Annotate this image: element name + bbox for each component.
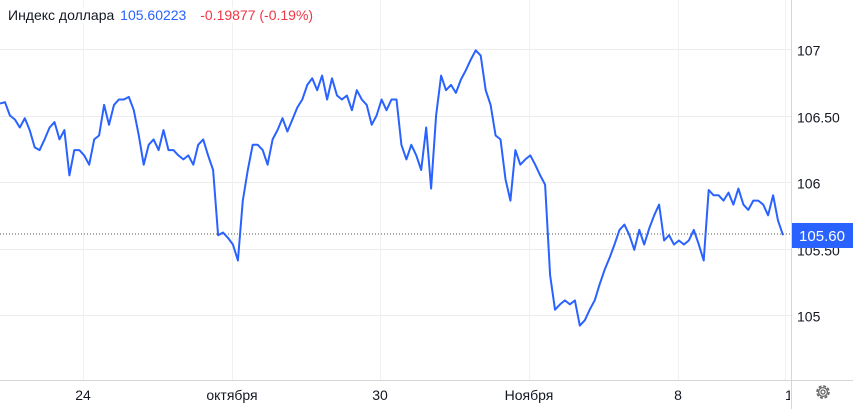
x-tick-label: 8 (674, 387, 682, 403)
x-tick-label: 14 (785, 387, 801, 403)
change-value: -0.19877 (-0.19%) (200, 7, 314, 23)
y-tick-label: 106.50 (797, 110, 840, 126)
instrument-name: Индекс доллара (8, 7, 115, 23)
y-tick-label: 105 (797, 309, 821, 325)
last-value: 105.60223 (120, 7, 187, 23)
x-tick-label: 30 (372, 387, 388, 403)
gear-icon[interactable] (813, 382, 833, 402)
x-tick-label: Ноября (505, 387, 554, 403)
series-line (0, 49, 784, 327)
x-tick-label: 24 (75, 387, 91, 403)
current-price-label-bg (792, 223, 853, 248)
current-price-label: 105.60 (799, 228, 845, 245)
y-tick-label: 107 (797, 43, 821, 59)
y-tick-label: 106 (797, 176, 821, 192)
x-tick-label: октября (206, 387, 257, 403)
chart-header: Индекс доллара 105.60223 -0.19877 (-0.19… (8, 7, 314, 23)
